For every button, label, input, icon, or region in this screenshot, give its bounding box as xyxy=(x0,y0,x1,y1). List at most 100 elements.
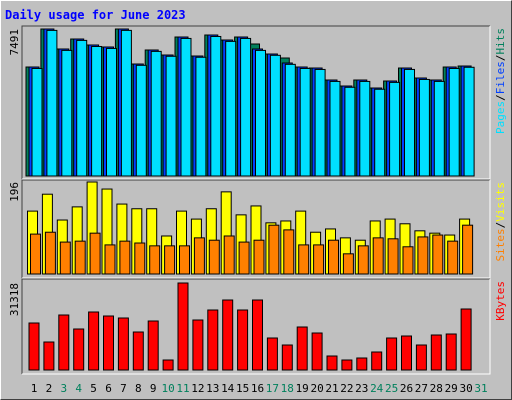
bar xyxy=(387,238,399,275)
x-tick-label: 9 xyxy=(150,382,157,395)
x-tick-label: 4 xyxy=(75,382,82,395)
legend: Pages/Files/Hits xyxy=(494,28,507,134)
bar xyxy=(44,231,56,275)
y-tick-label: 196 xyxy=(8,182,21,202)
x-tick-label: 24 xyxy=(370,382,384,395)
x-tick-label: 27 xyxy=(415,382,428,395)
bar xyxy=(284,63,296,177)
bar xyxy=(298,244,310,275)
bar xyxy=(314,68,326,177)
bar xyxy=(418,78,430,177)
x-tick-label: 23 xyxy=(355,382,368,395)
panel-border xyxy=(21,179,490,278)
bar xyxy=(252,299,263,371)
bar xyxy=(91,45,103,177)
x-tick-label: 5 xyxy=(90,382,97,395)
bar xyxy=(372,237,384,275)
bar xyxy=(329,80,341,177)
bar xyxy=(165,55,177,177)
bar xyxy=(460,308,472,371)
bar xyxy=(132,331,144,371)
bar xyxy=(402,246,414,275)
bar xyxy=(223,235,235,275)
x-tick-label: 28 xyxy=(430,382,443,395)
bar xyxy=(374,88,386,177)
bar xyxy=(179,245,190,275)
x-tick-label: 6 xyxy=(105,382,112,395)
x-tick-label: 26 xyxy=(400,382,413,395)
chart-title: Daily usage for June 2023 xyxy=(5,8,186,22)
bar xyxy=(88,311,100,371)
bar xyxy=(268,224,280,275)
bar xyxy=(462,224,474,275)
bar xyxy=(342,253,354,275)
bar xyxy=(238,241,250,275)
legend: Sites/Visits xyxy=(494,182,507,262)
bar xyxy=(253,239,265,275)
bar xyxy=(30,233,41,275)
legend-entry: KBytes xyxy=(494,281,507,321)
y-tick-label: 7491 xyxy=(8,29,21,56)
bar xyxy=(328,239,339,275)
panel-border xyxy=(22,180,491,279)
bar xyxy=(341,359,353,371)
x-tick-label: 29 xyxy=(445,382,458,395)
bar xyxy=(76,39,88,177)
bar xyxy=(357,245,369,275)
x-tick-label: 21 xyxy=(325,382,338,395)
x-tick-label: 20 xyxy=(310,382,323,395)
bar xyxy=(43,341,55,371)
x-tick-label: 25 xyxy=(385,382,398,395)
bar xyxy=(58,314,70,371)
bar xyxy=(119,240,131,275)
x-tick-label: 19 xyxy=(296,382,309,395)
x-tick-label: 22 xyxy=(340,382,353,395)
bar xyxy=(180,37,192,177)
bar xyxy=(266,337,278,371)
x-tick-label: 2 xyxy=(46,382,53,395)
bar xyxy=(269,54,281,177)
legend-separator: / xyxy=(494,94,507,101)
bar xyxy=(356,357,368,371)
bar xyxy=(59,241,71,275)
x-tick-label: 8 xyxy=(135,382,142,395)
bar xyxy=(283,229,295,275)
bar xyxy=(74,240,86,275)
bar xyxy=(177,282,189,371)
panel-border xyxy=(21,278,490,374)
bar xyxy=(281,344,293,371)
bar xyxy=(296,326,308,371)
x-tick-label: 10 xyxy=(161,382,174,395)
x-tick-label: 3 xyxy=(60,382,67,395)
legend-entry: Sites xyxy=(494,228,507,261)
bar xyxy=(147,320,159,371)
bar xyxy=(135,64,147,177)
bar xyxy=(210,35,222,177)
bar xyxy=(313,244,325,275)
panel-border xyxy=(22,279,491,375)
bar xyxy=(404,68,415,177)
legend-entry: Visits xyxy=(494,182,507,222)
bar xyxy=(359,80,371,177)
bar xyxy=(401,335,412,371)
bar xyxy=(31,67,43,177)
bar xyxy=(193,237,205,275)
x-tick-label: 11 xyxy=(176,382,189,395)
x-tick-label: 17 xyxy=(266,382,279,395)
y-tick-label: 31318 xyxy=(8,283,21,316)
bar xyxy=(103,315,114,371)
bar xyxy=(445,333,457,371)
x-tick-label: 14 xyxy=(221,382,235,395)
x-tick-label: 18 xyxy=(281,382,294,395)
x-tick-label: 7 xyxy=(120,382,127,395)
bar xyxy=(432,234,444,275)
bar xyxy=(104,244,116,275)
bar xyxy=(299,67,311,177)
legend-separator: / xyxy=(494,55,507,62)
legend-separator: / xyxy=(494,222,507,229)
bar xyxy=(433,80,445,177)
bar xyxy=(192,319,204,371)
bar xyxy=(240,37,252,177)
x-tick-label: 15 xyxy=(236,382,249,395)
